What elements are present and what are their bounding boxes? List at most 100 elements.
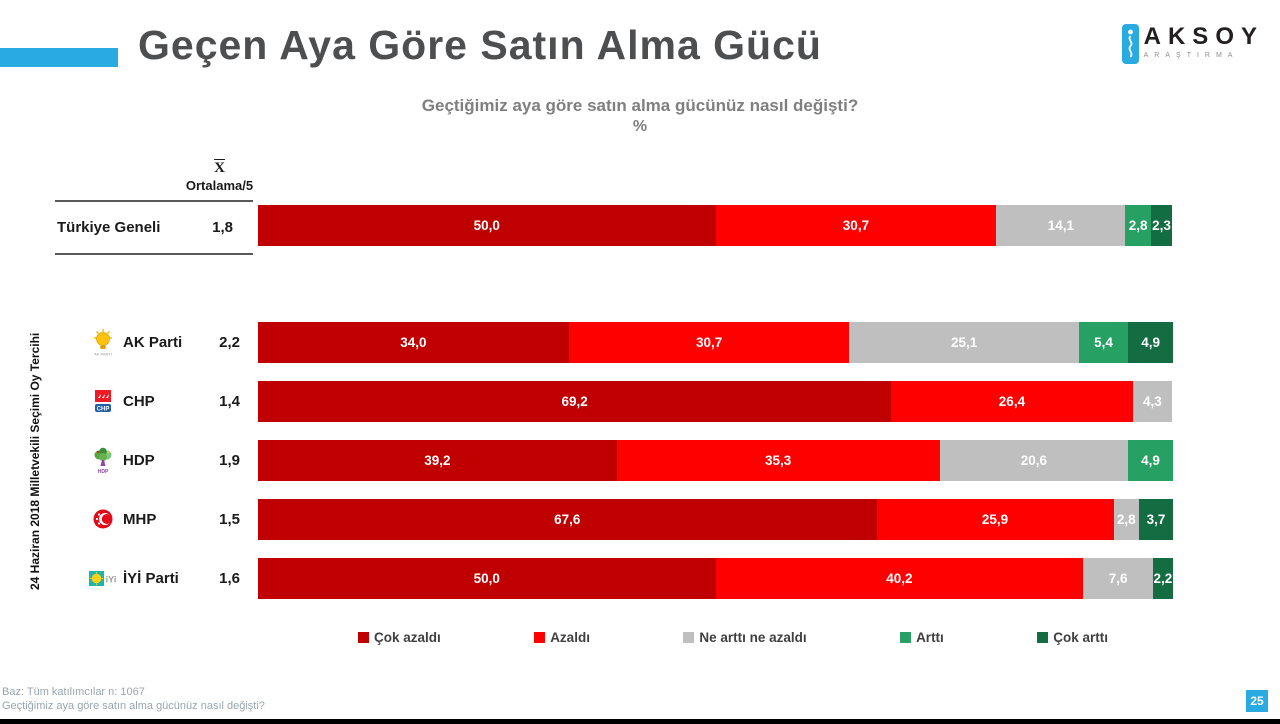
segment-value: 2,3 bbox=[1152, 218, 1171, 233]
bar-segment: 4,9 bbox=[1128, 322, 1173, 363]
legend: Çok azaldı Azaldı Ne arttı ne azaldı Arttı Ç… bbox=[358, 630, 1108, 645]
legend-item-1: Azaldı bbox=[534, 630, 590, 645]
bar-segment: 5,4 bbox=[1078, 322, 1129, 363]
party-row-label-3: HDP HDP 1,9 bbox=[88, 440, 240, 481]
page-title: Geçen Aya Göre Satın Alma Gücü bbox=[138, 22, 822, 68]
bar-segment: 4,9 bbox=[1128, 440, 1173, 481]
legend-label: Azaldı bbox=[550, 630, 590, 645]
segment-value: 30,7 bbox=[842, 218, 870, 233]
svg-text:iYi: iYi bbox=[106, 574, 117, 584]
brand-logo: AKSOY ARAŞTIRMA bbox=[1121, 23, 1264, 64]
segment-value: 2,8 bbox=[1116, 512, 1136, 527]
legend-item-4: Çok arttı bbox=[1037, 630, 1108, 645]
legend-swatch bbox=[1037, 632, 1049, 643]
segment-value: 2,2 bbox=[1153, 571, 1173, 586]
iyi-logo: iYi bbox=[88, 563, 118, 595]
bottom-black-bar bbox=[0, 719, 1280, 724]
bar-segment: 34,0 bbox=[258, 322, 569, 363]
chart-question: Geçtiğimiz aya göre satın alma gücünüz n… bbox=[421, 96, 859, 115]
turkey-geneli-row-label: Türkiye Geneli 1,8 bbox=[55, 200, 253, 255]
footer-base-note: Baz: Tüm katılımcılar n: 1067 bbox=[2, 686, 145, 698]
party-mean-value: 1,6 bbox=[219, 570, 240, 587]
bar-segment: 30,7 bbox=[715, 205, 997, 246]
segment-value: 14,1 bbox=[1047, 218, 1075, 233]
party-mean-value: 1,9 bbox=[219, 452, 240, 469]
segment-value: 26,4 bbox=[998, 394, 1026, 409]
segment-value: 7,6 bbox=[1108, 571, 1128, 586]
bar-segment: 2,3 bbox=[1151, 205, 1173, 246]
bar-segment: 2,2 bbox=[1152, 558, 1173, 599]
segment-value: 25,1 bbox=[951, 335, 978, 350]
party-row-label-1: AK PARTİ AK Parti 2,2 bbox=[88, 322, 240, 363]
mean-symbol: X bbox=[214, 160, 225, 176]
bar-row-3: 39,2 35,3 20,6 4,9 bbox=[258, 440, 1173, 481]
akp-logo: AK PARTİ bbox=[88, 327, 118, 359]
segment-value: 4,9 bbox=[1141, 335, 1160, 350]
bar-segment: 4,3 bbox=[1132, 381, 1173, 422]
turkey-geneli-mean: 1,8 bbox=[212, 219, 233, 236]
bar-row-1: 34,0 30,7 25,1 5,4 4,9 bbox=[258, 322, 1173, 363]
legend-item-3: Arttı bbox=[900, 630, 944, 645]
bar-segment: 2,8 bbox=[1125, 205, 1151, 246]
legend-swatch bbox=[683, 632, 695, 643]
segment-value: 4,3 bbox=[1143, 394, 1162, 409]
bar-segment: 3,7 bbox=[1139, 499, 1173, 540]
segment-value: 39,2 bbox=[424, 453, 451, 468]
bar-segment: 14,1 bbox=[996, 205, 1126, 246]
bar-row-5: 50,0 40,2 7,6 2,2 bbox=[258, 558, 1173, 599]
legend-label: Ne arttı ne azaldı bbox=[699, 630, 807, 645]
bar-segment: 20,6 bbox=[939, 440, 1129, 481]
segment-value: 50,0 bbox=[473, 218, 500, 233]
bar-segment: 35,3 bbox=[616, 440, 940, 481]
party-mean-value: 1,4 bbox=[219, 393, 240, 410]
brand-name: AKSOY bbox=[1143, 23, 1264, 50]
party-row-label-2: CHP CHP 1,4 bbox=[88, 381, 240, 422]
bar-segment: 2,8 bbox=[1113, 499, 1140, 540]
legend-label: Arttı bbox=[916, 630, 944, 645]
vote-preference-axis-label: 24 Haziran 2018 Milletvekili Seçimi Oy T… bbox=[28, 332, 42, 590]
party-mean-value: 1,5 bbox=[219, 511, 240, 528]
bar-segment: 39,2 bbox=[258, 440, 617, 481]
segment-value: 3,7 bbox=[1146, 512, 1166, 527]
bar-segment: 50,0 bbox=[258, 558, 716, 599]
party-mean-value: 2,2 bbox=[219, 334, 240, 351]
segment-value: 34,0 bbox=[400, 335, 427, 350]
chart-unit: % bbox=[632, 118, 648, 135]
party-name: AK Parti bbox=[123, 334, 183, 351]
segment-value: 2,8 bbox=[1128, 218, 1148, 233]
party-row-label-4: MHP 1,5 bbox=[88, 499, 240, 540]
party-row-label-5: iYi İYİ Parti 1,6 bbox=[88, 558, 240, 599]
bar-segment: 67,6 bbox=[258, 499, 877, 540]
bar-segment: 69,2 bbox=[258, 381, 892, 422]
bar-row-0: 50,0 30,7 14,1 2,8 2,3 bbox=[258, 205, 1173, 246]
party-name: MHP bbox=[123, 511, 157, 528]
party-name: İYİ Parti bbox=[123, 570, 179, 587]
party-name: HDP bbox=[123, 452, 155, 469]
legend-swatch bbox=[900, 632, 912, 643]
legend-label: Çok azaldı bbox=[374, 630, 441, 645]
page-number-badge: 25 bbox=[1246, 690, 1268, 712]
bar-segment: 26,4 bbox=[891, 381, 1133, 422]
segment-value: 30,7 bbox=[695, 335, 723, 350]
mhp-logo bbox=[88, 504, 118, 536]
mean-label: Ortalama/5 bbox=[185, 178, 254, 193]
footer-question-note: Geçtiğimiz aya göre satın alma gücünüz n… bbox=[2, 700, 265, 712]
svg-text:AK PARTİ: AK PARTİ bbox=[94, 351, 112, 356]
segment-value: 20,6 bbox=[1020, 453, 1048, 468]
hdp-logo: HDP bbox=[88, 445, 118, 477]
segment-value: 4,9 bbox=[1141, 453, 1160, 468]
segment-value: 25,9 bbox=[981, 512, 1009, 527]
segment-value: 50,0 bbox=[473, 571, 500, 586]
bar-segment: 7,6 bbox=[1083, 558, 1153, 599]
legend-swatch bbox=[358, 632, 369, 643]
legend-item-2: Ne arttı ne azaldı bbox=[683, 630, 807, 645]
turkey-geneli-label: Türkiye Geneli bbox=[57, 219, 161, 236]
aksoy-icon bbox=[1121, 24, 1139, 64]
bar-row-2: 69,2 26,4 4,3 bbox=[258, 381, 1173, 422]
brand-subtitle: ARAŞTIRMA bbox=[1143, 52, 1239, 60]
bar-segment: 40,2 bbox=[715, 558, 1084, 599]
bar-segment: 30,7 bbox=[568, 322, 850, 363]
svg-text:HDP: HDP bbox=[98, 469, 109, 475]
party-name: CHP bbox=[123, 393, 155, 410]
